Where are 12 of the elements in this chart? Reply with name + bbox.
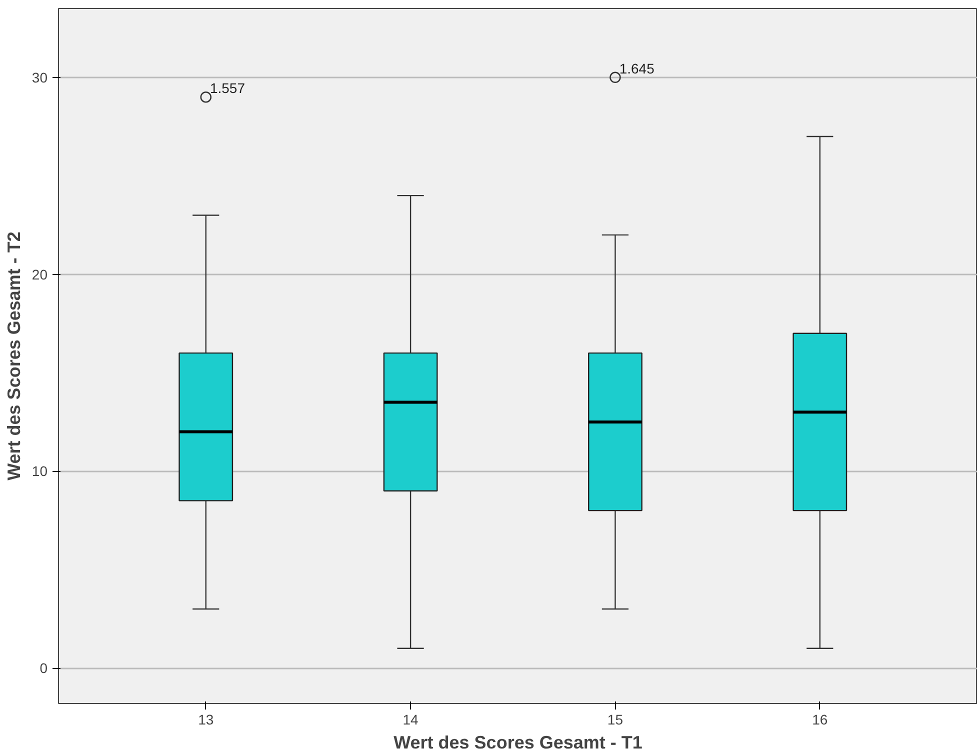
x-tick-label: 14 xyxy=(402,712,419,728)
y-tick-label: 20 xyxy=(32,266,48,282)
y-tick-label: 10 xyxy=(32,463,48,480)
annotation: 1.557 xyxy=(210,80,246,96)
x-tick-label: 16 xyxy=(812,712,828,728)
x-axis-title: Wert des Scores Gesamt - T1 xyxy=(394,732,642,752)
y-tick-label: 0 xyxy=(40,660,48,676)
x-tick-label: 13 xyxy=(198,712,214,728)
x-tick-label: 15 xyxy=(607,712,624,728)
y-axis-title: Wert des Scores Gesamt - T2 xyxy=(4,232,24,480)
annotation: 1.645 xyxy=(619,60,655,76)
y-tick-label: 30 xyxy=(32,69,48,86)
